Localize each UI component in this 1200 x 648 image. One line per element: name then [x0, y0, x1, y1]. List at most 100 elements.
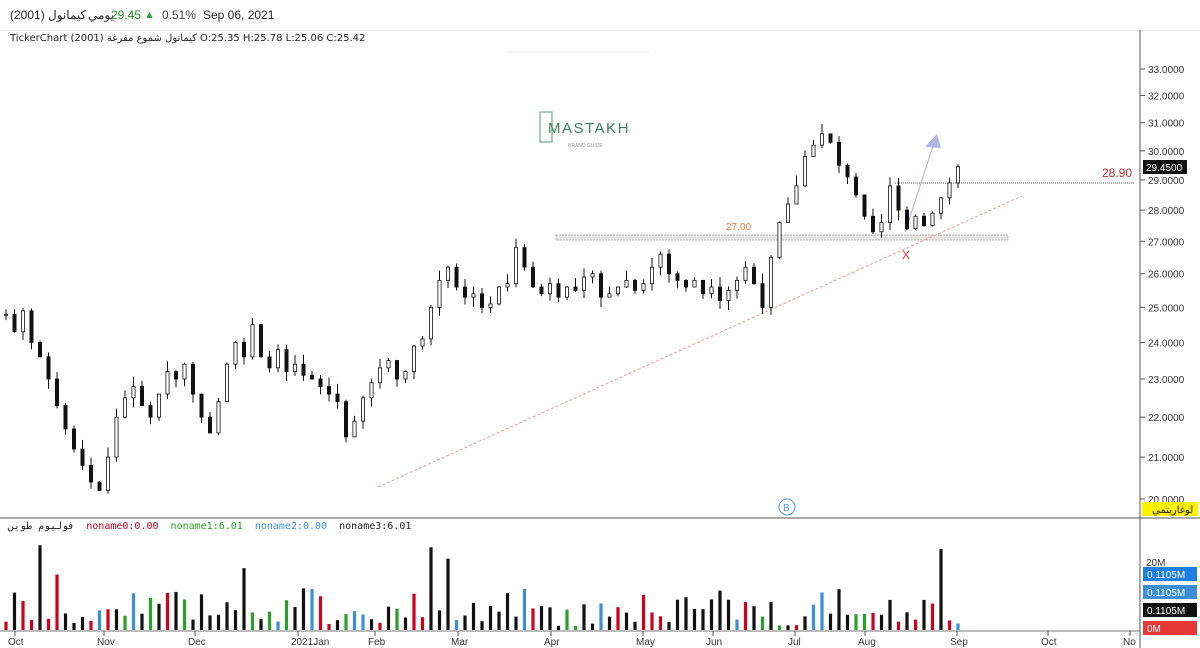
- volume-bar: [726, 599, 731, 630]
- volume-bar: [769, 601, 773, 630]
- volume-legend-2: noname1:6.01: [170, 521, 243, 532]
- volume-bar: [480, 621, 484, 630]
- volume-bar: [199, 594, 204, 630]
- candle-body: [939, 197, 944, 214]
- candle-body: [854, 176, 859, 196]
- volume-bar: [276, 621, 280, 630]
- x-tick-label: Nov: [97, 637, 115, 648]
- candle-body: [394, 360, 399, 380]
- ohlc-info-line: TickerChart كيمانول شموع مفرغة (2001) O:…: [10, 33, 366, 44]
- volume-bar: [803, 616, 807, 630]
- volume-bar: [701, 609, 705, 630]
- y-tick-label: 32.0000: [1148, 91, 1185, 102]
- volume-bar: [675, 599, 680, 630]
- price-axis[interactable]: 33.0000 32.0000 31.0000 30.0000 29.0000 28.00…: [1140, 65, 1185, 506]
- volume-bar: [922, 599, 926, 630]
- candle-body: [845, 164, 850, 178]
- logo-subtext: BRAND GUIDE: [568, 143, 603, 149]
- volume-bar: [327, 624, 331, 630]
- volume-legend-4: noname3:6.01: [339, 521, 412, 532]
- quote-date: Sep 06, 2021: [203, 8, 275, 22]
- volume-bar: [735, 619, 739, 630]
- time-axis[interactable]: Oct Nov Dec 2021Jan Feb Mar Apr May Jun Jul Aug Sep…: [8, 631, 1136, 648]
- candle-body: [531, 266, 536, 288]
- candle-body: [20, 310, 25, 333]
- change-percent: 0.51%: [162, 8, 197, 22]
- volume-bar: [55, 574, 59, 630]
- candle-body: [905, 209, 910, 230]
- candle-body: [4, 313, 9, 316]
- volume-legend: فوليوم طوين noname0:0.00 noname1:6.01 no…: [8, 521, 417, 532]
- volume-bar: [318, 596, 323, 630]
- candle-body: [420, 338, 425, 347]
- candle-body: [411, 345, 416, 372]
- volume-bar: [871, 612, 875, 630]
- candle-body: [182, 363, 187, 380]
- candle-body: [548, 283, 553, 295]
- volume-badge-4: [1143, 621, 1197, 635]
- x-tick-label: Oct: [1041, 637, 1057, 648]
- volume-bar: [131, 593, 136, 630]
- y-tick-label: 31.0000: [1148, 119, 1185, 130]
- candle-body: [199, 393, 204, 418]
- candle-body: [123, 397, 128, 418]
- support-trendline[interactable]: [377, 195, 1023, 488]
- candle-body: [352, 420, 357, 438]
- volume-bar: [837, 589, 841, 630]
- volume-bar: [284, 600, 289, 630]
- volume-bar: [233, 610, 238, 630]
- volume-bar: [429, 547, 433, 630]
- volume-bar: [46, 618, 51, 630]
- b-marker: B: [783, 503, 790, 514]
- candle-body: [871, 215, 876, 233]
- volume-bar: [361, 614, 365, 630]
- candle-body: [343, 401, 348, 438]
- period-label[interactable]: يومي: [88, 8, 114, 22]
- x-tick-label: No: [1123, 637, 1136, 648]
- candle-body: [913, 215, 918, 230]
- x-tick-label: Jun: [706, 637, 722, 648]
- volume-bar: [913, 619, 918, 630]
- candle-body: [641, 283, 646, 291]
- volume-bar: [80, 617, 85, 630]
- volume-bar: [633, 621, 637, 630]
- candle-body: [38, 342, 43, 358]
- volume-bar: [463, 615, 467, 630]
- candle-body: [377, 367, 382, 384]
- volume-bar: [599, 603, 603, 630]
- log-scale-label: لوغاريتمي: [1152, 505, 1193, 516]
- volume-bar: [344, 614, 348, 630]
- candle-body: [89, 464, 94, 483]
- volume-bar: [497, 611, 501, 630]
- b-marker-circle[interactable]: [778, 498, 796, 516]
- candle-body: [658, 253, 663, 268]
- volume-bar: [250, 612, 255, 630]
- candle-body: [207, 416, 212, 434]
- x-tick-label: Apr: [544, 637, 560, 648]
- x-tick-label: Oct: [8, 637, 24, 648]
- candle-body: [828, 133, 833, 143]
- log-scale-button[interactable]: [1142, 502, 1198, 516]
- volume-bar: [692, 608, 697, 630]
- volume-badge-1-text: 0.1105M: [1147, 570, 1185, 581]
- candle-body: [139, 386, 144, 406]
- volume-bar: [658, 616, 663, 630]
- symbol-name[interactable]: كيمانول (2001): [10, 8, 87, 22]
- candle-body: [709, 286, 714, 295]
- volume-bar: [267, 611, 272, 630]
- candle-body: [72, 428, 77, 450]
- candle-body: [956, 166, 961, 184]
- candle-body: [650, 266, 655, 285]
- candle-body: [131, 386, 136, 399]
- candle-body: [922, 215, 927, 226]
- volume-bar: [777, 625, 782, 630]
- y-tick-label: 20.0000: [1148, 495, 1185, 506]
- volume-legend-1: noname0:0.00: [86, 521, 159, 532]
- candle-body: [462, 286, 467, 298]
- candle-body: [692, 279, 697, 288]
- volume-badge-4-text: 0M: [1147, 624, 1161, 635]
- candles: [4, 124, 961, 494]
- candle-body: [820, 133, 825, 146]
- volume-bar: [335, 620, 340, 630]
